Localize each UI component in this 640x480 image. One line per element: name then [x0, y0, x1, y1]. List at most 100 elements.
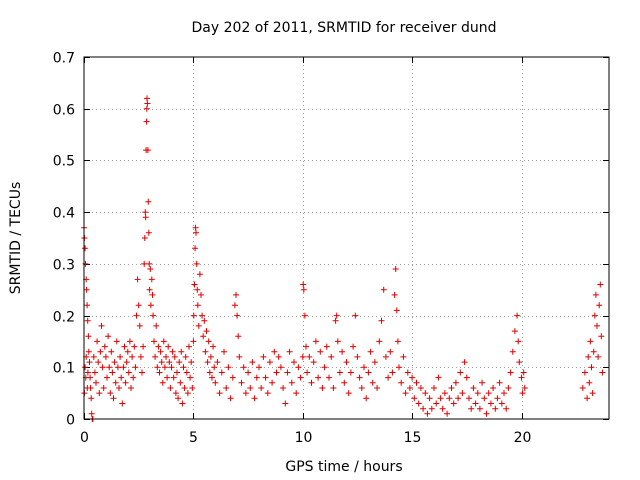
data-point: [194, 302, 201, 309]
data-point: [187, 374, 194, 381]
data-point: [448, 385, 455, 391]
data-point: [326, 374, 332, 381]
data-point: [273, 369, 280, 376]
data-point: [258, 385, 265, 391]
data-point: [352, 312, 359, 319]
data-point: [147, 266, 154, 272]
data-point: [317, 348, 324, 355]
data-point: [225, 364, 232, 371]
x-tick-label: 15: [404, 430, 422, 446]
data-point: [178, 348, 185, 355]
data-point: [288, 379, 295, 386]
data-point: [83, 286, 90, 293]
data-point: [176, 359, 183, 366]
data-point: [82, 245, 89, 252]
data-point: [174, 369, 180, 376]
data-point: [251, 395, 258, 402]
data-point: [190, 338, 197, 345]
data-point: [116, 385, 122, 391]
y-tick-label: 0.7: [53, 51, 75, 67]
data-point: [435, 374, 442, 381]
data-point: [468, 405, 475, 412]
data-point: [455, 395, 462, 402]
data-point: [310, 359, 317, 366]
data-point: [132, 364, 139, 371]
data-point: [194, 286, 201, 293]
data-point: [249, 359, 256, 366]
data-point: [515, 338, 522, 345]
data-point: [182, 353, 189, 360]
data-point: [295, 364, 302, 371]
data-point: [131, 343, 138, 350]
data-point: [113, 338, 120, 345]
data-point: [286, 348, 293, 355]
data-point: [196, 271, 203, 278]
data-point: [315, 374, 322, 381]
data-point: [123, 359, 130, 366]
data-point: [391, 291, 398, 298]
data-point: [195, 322, 202, 329]
data-point: [154, 364, 161, 371]
data-point: [581, 369, 588, 376]
data-point: [135, 302, 142, 309]
data-point: [193, 260, 200, 267]
data-point: [109, 369, 116, 376]
data-point: [519, 390, 526, 397]
data-point: [437, 395, 444, 402]
data-point: [142, 209, 149, 216]
data-point: [184, 390, 191, 397]
data-point: [177, 379, 184, 386]
data-point: [590, 348, 597, 355]
data-point: [102, 353, 109, 360]
data-point: [189, 385, 196, 391]
data-point: [594, 322, 600, 329]
data-point: [234, 312, 241, 319]
data-point: [130, 374, 137, 381]
data-point: [181, 385, 188, 391]
data-point: [94, 338, 101, 345]
data-point: [485, 390, 492, 397]
data-point: [233, 291, 239, 298]
data-point: [507, 369, 514, 376]
data-point: [332, 317, 339, 324]
data-point: [409, 374, 416, 381]
data-point: [308, 379, 315, 386]
data-point: [490, 385, 497, 391]
data-point: [597, 281, 604, 288]
data-point: [99, 364, 106, 371]
data-point: [153, 322, 160, 329]
data-point: [142, 214, 149, 221]
data-point: [369, 379, 376, 386]
data-point: [229, 374, 236, 381]
data-point: [100, 385, 107, 391]
data-point: [413, 379, 420, 386]
data-point: [303, 343, 309, 350]
data-point: [108, 348, 115, 355]
data-point: [496, 379, 503, 386]
data-point: [474, 390, 481, 397]
data-point: [321, 364, 328, 371]
data-point: [209, 374, 215, 381]
data-point: [98, 322, 105, 329]
data-point: [371, 359, 378, 366]
data-point: [417, 385, 424, 391]
data-point: [498, 400, 505, 407]
data-point: [589, 390, 596, 397]
data-point: [300, 286, 307, 293]
data-point: [152, 353, 159, 360]
data-point: [293, 390, 300, 397]
data-point: [439, 405, 446, 412]
y-tick-label: 0: [66, 413, 75, 429]
data-point: [242, 390, 249, 397]
data-point: [165, 343, 172, 350]
data-point: [422, 390, 429, 397]
data-point: [124, 348, 131, 355]
data-point: [441, 390, 448, 397]
data-point: [126, 338, 133, 345]
data-point: [211, 364, 218, 371]
data-point: [492, 405, 499, 412]
data-point: [110, 395, 117, 402]
data-point: [240, 364, 247, 371]
data-point: [260, 353, 267, 360]
data-point: [160, 338, 167, 345]
